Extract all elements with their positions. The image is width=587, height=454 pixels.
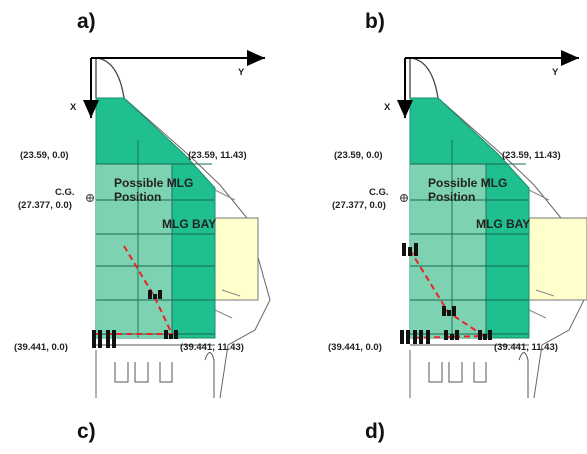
panel-a-region-label-2: Position xyxy=(114,190,161,204)
panel-b-x-axis-label: X xyxy=(384,102,391,113)
panel-label-b: b) xyxy=(365,10,385,33)
panel-b-diagram: Y X (23.59, 0.0) (23.59, 11.43) C.G. (27… xyxy=(328,50,587,399)
panel-a-coord-bottom-left: (39.441, 0.0) xyxy=(14,342,68,353)
panel-label-d: d) xyxy=(365,420,385,443)
panel-label-c: c) xyxy=(77,420,96,443)
panel-b-region-label-1: Possible MLG xyxy=(428,176,507,190)
panel-a-coord-top-left: (23.59, 0.0) xyxy=(20,150,69,161)
panel-b-lower-details xyxy=(410,344,529,398)
panel-b-region-label-2: Position xyxy=(428,190,475,204)
panel-b-cg-label: C.G. xyxy=(369,187,389,198)
panel-a-bay-label: MLG BAY xyxy=(162,217,216,231)
panel-b-mlg-region xyxy=(410,164,486,338)
panel-b-coord-bottom-left: (39.441, 0.0) xyxy=(328,342,382,353)
panel-a-coord-top-right: (23.59, 11.43) xyxy=(188,150,247,161)
panel-a-grid xyxy=(96,140,215,338)
panel-b-coord-top-right: (23.59, 11.43) xyxy=(502,150,561,161)
panel-b-nose xyxy=(409,57,439,99)
panel-b-cg-coord: (27.377, 0.0) xyxy=(332,200,386,211)
panel-a-region-label-1: Possible MLG xyxy=(114,176,193,190)
panel-b-y-axis-label: Y xyxy=(552,67,559,78)
panel-a-nose xyxy=(95,57,125,99)
panel-b-coord-top-left: (23.59, 0.0) xyxy=(334,150,383,161)
panel-a-x-axis-label: X xyxy=(70,102,77,113)
panel-a-coord-bottom-right: (39.441, 11.43) xyxy=(180,342,244,353)
panel-a-diagram: Y X (23.59, 0.0) (23.59, 11.43) C.G. (27… xyxy=(14,50,271,399)
panel-a-gear-markers xyxy=(92,290,178,348)
panel-a-wing-lines xyxy=(215,217,259,301)
panel-b-gear-markers xyxy=(400,243,492,344)
panel-a-cg-coord: (27.377, 0.0) xyxy=(18,200,72,211)
panel-a-cg-label: C.G. xyxy=(55,187,75,198)
panel-b-bay-label: MLG BAY xyxy=(476,217,530,231)
panel-label-a: a) xyxy=(77,10,96,33)
panel-b-coord-bottom-right: (39.441, 11.43) xyxy=(494,342,558,353)
panel-a-y-axis-label: Y xyxy=(238,67,245,78)
panel-b-wing-lines xyxy=(529,217,587,301)
